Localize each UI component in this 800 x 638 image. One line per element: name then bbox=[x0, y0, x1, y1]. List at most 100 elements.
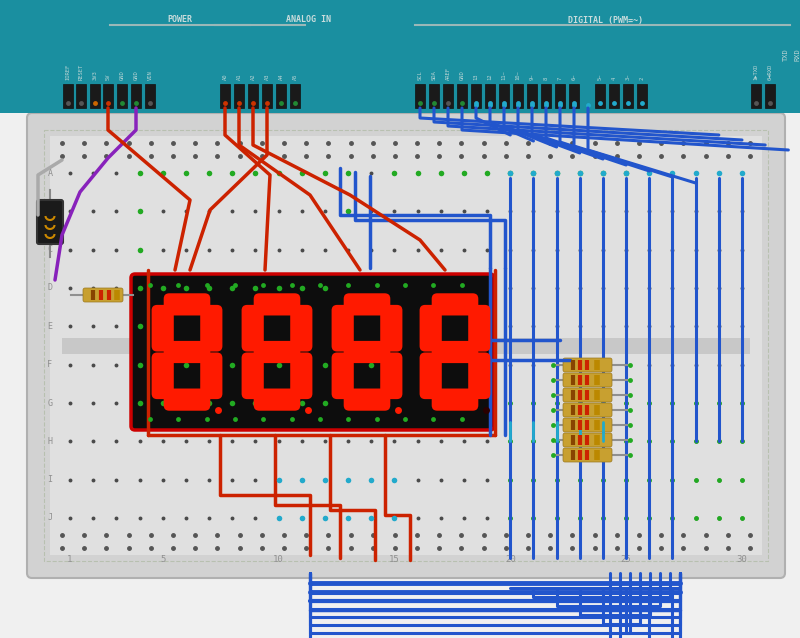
FancyBboxPatch shape bbox=[380, 305, 402, 352]
Bar bbox=[103, 84, 113, 108]
Text: 1▶TXD: 1▶TXD bbox=[754, 64, 758, 80]
Text: A5: A5 bbox=[293, 73, 298, 80]
Text: F: F bbox=[47, 360, 53, 369]
Bar bbox=[415, 84, 425, 108]
FancyBboxPatch shape bbox=[419, 353, 442, 399]
Text: 5V: 5V bbox=[106, 73, 110, 80]
FancyBboxPatch shape bbox=[419, 305, 442, 352]
FancyBboxPatch shape bbox=[200, 353, 222, 399]
Text: SCL: SCL bbox=[418, 70, 422, 80]
Bar bbox=[145, 84, 155, 108]
Text: 3~: 3~ bbox=[626, 73, 630, 80]
Text: 5~: 5~ bbox=[598, 73, 602, 80]
Bar bbox=[220, 84, 230, 108]
Text: VIN: VIN bbox=[147, 70, 153, 80]
Text: 0◄RXD: 0◄RXD bbox=[767, 64, 773, 80]
FancyBboxPatch shape bbox=[164, 389, 210, 411]
FancyBboxPatch shape bbox=[380, 353, 402, 399]
Text: GND: GND bbox=[459, 70, 465, 80]
Text: 12: 12 bbox=[487, 73, 493, 80]
Bar bbox=[117, 84, 127, 108]
FancyBboxPatch shape bbox=[254, 341, 300, 363]
FancyBboxPatch shape bbox=[331, 305, 354, 352]
FancyBboxPatch shape bbox=[254, 389, 300, 411]
FancyBboxPatch shape bbox=[432, 341, 478, 363]
FancyBboxPatch shape bbox=[151, 353, 174, 399]
FancyBboxPatch shape bbox=[131, 274, 494, 430]
FancyBboxPatch shape bbox=[200, 305, 222, 352]
FancyBboxPatch shape bbox=[27, 113, 785, 578]
Text: A: A bbox=[47, 168, 53, 177]
FancyBboxPatch shape bbox=[331, 353, 354, 399]
Text: I: I bbox=[47, 475, 53, 484]
Text: E: E bbox=[47, 322, 53, 331]
Text: 4: 4 bbox=[611, 77, 617, 80]
FancyBboxPatch shape bbox=[563, 373, 612, 387]
Text: J: J bbox=[47, 514, 53, 523]
Bar bbox=[555, 84, 565, 108]
FancyBboxPatch shape bbox=[563, 388, 612, 402]
Text: 8: 8 bbox=[543, 77, 549, 80]
Bar bbox=[63, 84, 73, 108]
Text: 6~: 6~ bbox=[571, 73, 577, 80]
Text: IOREF: IOREF bbox=[66, 64, 70, 80]
Text: A2: A2 bbox=[250, 73, 255, 80]
Bar bbox=[90, 84, 100, 108]
Bar bbox=[485, 84, 495, 108]
Text: A1: A1 bbox=[237, 73, 242, 80]
FancyBboxPatch shape bbox=[37, 200, 63, 244]
FancyBboxPatch shape bbox=[83, 288, 123, 302]
Bar bbox=[44, 130, 768, 561]
Bar bbox=[637, 84, 647, 108]
FancyBboxPatch shape bbox=[164, 341, 210, 363]
FancyBboxPatch shape bbox=[242, 305, 264, 352]
Bar bbox=[623, 84, 633, 108]
Text: 30: 30 bbox=[737, 554, 747, 563]
FancyBboxPatch shape bbox=[151, 305, 174, 352]
FancyBboxPatch shape bbox=[164, 293, 210, 315]
Bar bbox=[457, 84, 467, 108]
Text: 7: 7 bbox=[558, 77, 562, 80]
Text: A0: A0 bbox=[222, 73, 227, 80]
FancyBboxPatch shape bbox=[432, 389, 478, 411]
Text: 10~: 10~ bbox=[515, 70, 521, 80]
FancyBboxPatch shape bbox=[468, 353, 490, 399]
Bar bbox=[234, 84, 244, 108]
Bar bbox=[276, 84, 286, 108]
Bar bbox=[569, 84, 579, 108]
Bar bbox=[765, 84, 775, 108]
Text: GND: GND bbox=[134, 70, 138, 80]
FancyBboxPatch shape bbox=[563, 403, 612, 417]
Text: 15: 15 bbox=[389, 554, 400, 563]
Bar bbox=[290, 84, 300, 108]
Text: 11~: 11~ bbox=[502, 70, 506, 80]
Text: 9~: 9~ bbox=[530, 73, 534, 80]
Text: 3V3: 3V3 bbox=[93, 70, 98, 80]
FancyBboxPatch shape bbox=[0, 0, 800, 113]
FancyBboxPatch shape bbox=[432, 293, 478, 315]
Text: 25: 25 bbox=[621, 554, 631, 563]
Bar bbox=[131, 84, 141, 108]
Text: POWER: POWER bbox=[167, 15, 193, 24]
Bar bbox=[429, 84, 439, 108]
Bar bbox=[76, 84, 86, 108]
Bar bbox=[262, 84, 272, 108]
Text: 1: 1 bbox=[67, 554, 73, 563]
Bar bbox=[541, 84, 551, 108]
FancyBboxPatch shape bbox=[290, 305, 313, 352]
FancyBboxPatch shape bbox=[468, 305, 490, 352]
Text: C: C bbox=[47, 245, 53, 254]
Bar bbox=[527, 84, 537, 108]
Text: D: D bbox=[47, 283, 53, 292]
Text: 20: 20 bbox=[505, 554, 516, 563]
Bar bbox=[62, 338, 750, 353]
Text: G: G bbox=[47, 399, 53, 408]
Text: H: H bbox=[47, 437, 53, 446]
FancyBboxPatch shape bbox=[563, 448, 612, 462]
Text: B: B bbox=[47, 207, 53, 216]
FancyBboxPatch shape bbox=[563, 433, 612, 447]
Text: RESET: RESET bbox=[78, 64, 83, 80]
Text: AREF: AREF bbox=[446, 67, 450, 80]
Text: RXD: RXD bbox=[795, 48, 800, 61]
Text: ANALOG IN: ANALOG IN bbox=[286, 15, 330, 24]
